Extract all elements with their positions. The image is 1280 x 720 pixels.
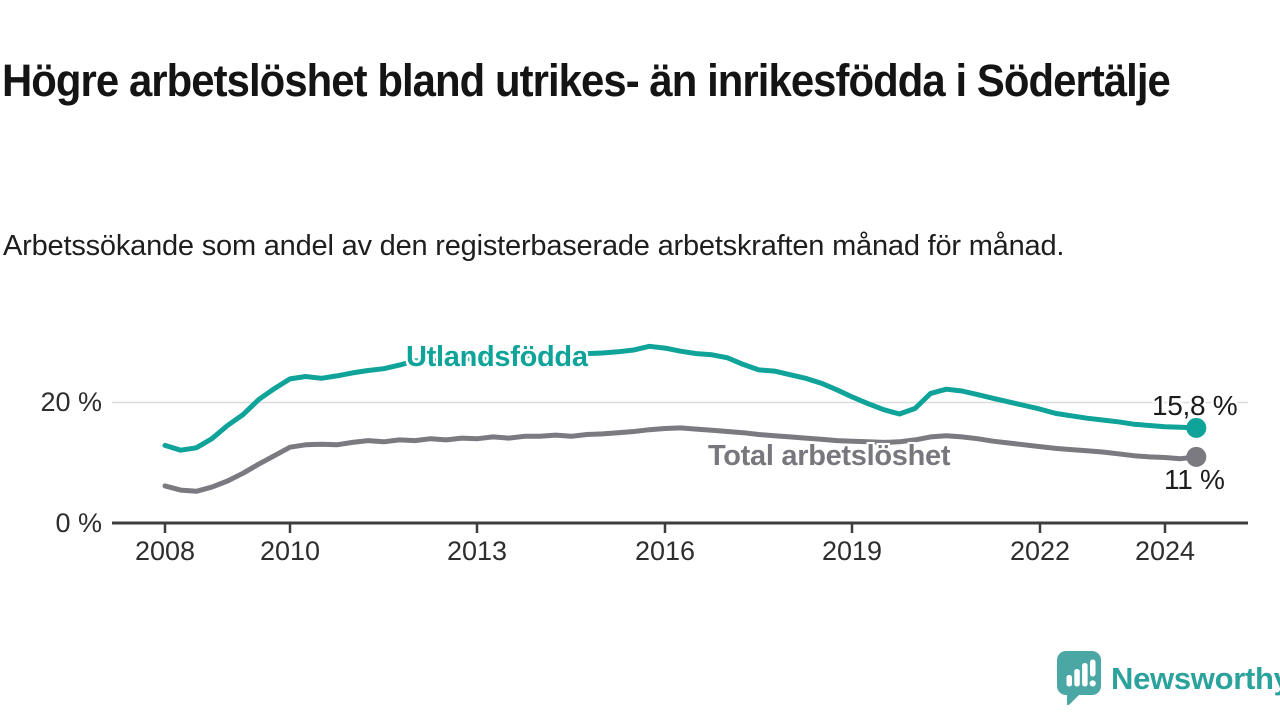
x-axis-label-2019: 2019 bbox=[821, 536, 883, 566]
x-axis-label-2010: 2010 bbox=[259, 536, 321, 566]
page-title: Högre arbetslöshet bland utrikes- än inr… bbox=[2, 55, 1171, 107]
newsworthy-logo-text: Newsworthy bbox=[1111, 660, 1280, 696]
end-value-label-utlandsfodda: 15,8 % bbox=[1152, 390, 1238, 421]
x-axis-label-2022: 2022 bbox=[1009, 536, 1071, 566]
series-label-total-arbetsloshet: Total arbetslöshet bbox=[708, 440, 951, 472]
series-end-dot-utlandsfodda bbox=[1186, 417, 1207, 438]
series-label-utlandsfodda: Utlandsfödda bbox=[406, 341, 588, 373]
x-axis-label-2016: 2016 bbox=[634, 536, 696, 566]
x-axis-label-2008: 2008 bbox=[134, 536, 196, 566]
y-axis-label-0: 0 % bbox=[55, 508, 102, 538]
x-axis-label-2013: 2013 bbox=[446, 536, 508, 566]
series-line-total-arbetsloshet bbox=[162, 425, 1199, 494]
newsworthy-chart-speech-bubble-icon bbox=[1057, 651, 1101, 706]
x-axis-label-2024: 2024 bbox=[1134, 536, 1196, 566]
series-end-dot-total-arbetsloshet bbox=[1186, 446, 1207, 467]
end-value-label-total-arbetsloshet: 11 % bbox=[1164, 464, 1225, 495]
y-axis-label-20: 20 % bbox=[40, 387, 102, 417]
x-axis-ticks bbox=[163, 524, 1167, 533]
series-line-utlandsfodda bbox=[162, 343, 1199, 453]
newsworthy-logo: Newsworthy bbox=[1056, 650, 1280, 707]
chart-subtitle: Arbetssökande som andel av den registerb… bbox=[3, 230, 1065, 262]
